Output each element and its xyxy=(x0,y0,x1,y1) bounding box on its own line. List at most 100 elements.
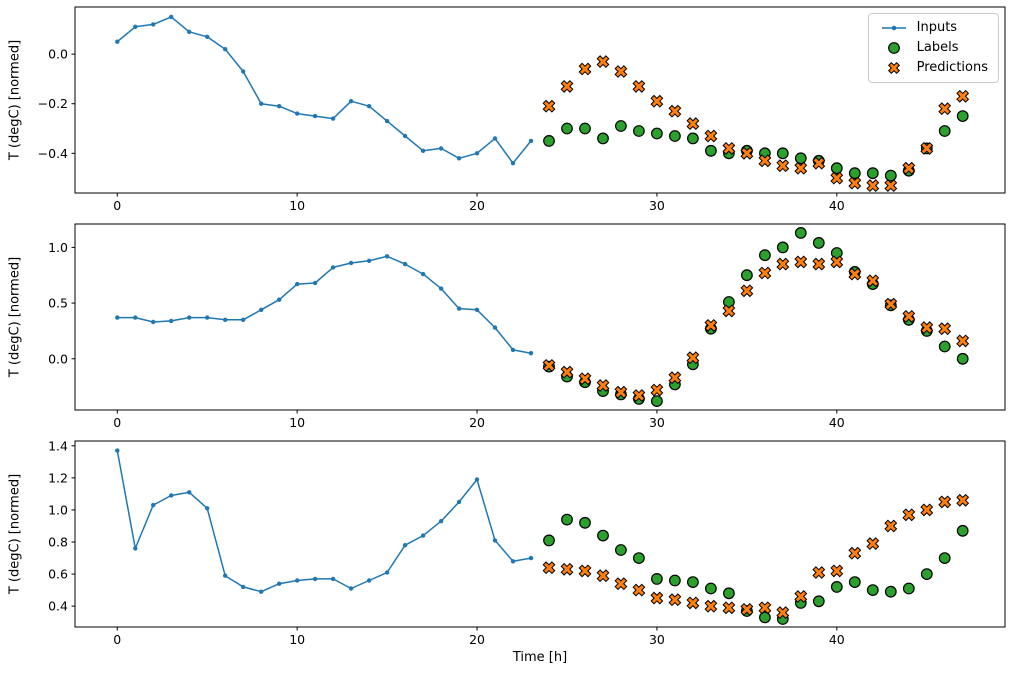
legend-label-inputs: Inputs xyxy=(916,20,958,35)
inputs-marker xyxy=(456,499,462,505)
inputs-marker xyxy=(492,325,498,330)
x-tick-label: 0 xyxy=(113,632,121,647)
y-axis-label-top: T (degC) [normed] xyxy=(7,39,23,161)
labels-marker xyxy=(597,529,609,542)
inputs-marker xyxy=(510,559,516,564)
x-tick-label: 30 xyxy=(649,415,665,430)
labels-marker xyxy=(848,576,861,588)
labels-marker xyxy=(759,249,771,262)
labels-marker xyxy=(902,582,915,595)
x-tick-label: 0 xyxy=(113,415,121,430)
inputs-marker xyxy=(438,519,444,524)
predictions-marker xyxy=(884,297,898,311)
inputs-marker xyxy=(384,118,390,124)
y-tick-label: 0.0 xyxy=(48,351,68,366)
predictions-marker xyxy=(758,154,772,168)
predictions-marker xyxy=(884,519,898,533)
predictions-x-glyph xyxy=(887,61,900,75)
predictions-marker xyxy=(884,179,898,193)
predictions-marker xyxy=(542,99,556,113)
predictions-marker xyxy=(794,590,808,603)
inputs-marker xyxy=(205,506,210,511)
inputs-marker xyxy=(348,586,354,591)
predictions-marker xyxy=(704,318,718,332)
inputs-marker xyxy=(366,258,372,263)
labels-marker xyxy=(705,582,717,595)
x-tick-label: 10 xyxy=(289,632,305,647)
labels-marker xyxy=(776,241,789,254)
inputs-line xyxy=(117,255,532,354)
predictions-marker xyxy=(560,562,574,576)
x-tick-label: 10 xyxy=(289,415,305,430)
inputs-marker xyxy=(223,573,228,578)
predictions-marker xyxy=(686,351,700,365)
predictions-marker xyxy=(920,141,934,155)
predictions-marker xyxy=(740,284,754,298)
predictions-marker xyxy=(938,322,952,336)
legend-item-inputs: Inputs xyxy=(879,21,988,35)
inputs-marker xyxy=(330,116,336,121)
labels-marker xyxy=(543,534,555,547)
inputs-marker xyxy=(151,22,156,27)
predictions-marker xyxy=(722,141,736,155)
inputs-marker xyxy=(402,261,408,267)
predictions-legend-icon xyxy=(887,61,900,75)
inputs-marker xyxy=(169,14,174,20)
inputs-marker xyxy=(492,538,498,543)
labels-legend-icon xyxy=(887,42,900,54)
predictions-marker xyxy=(632,389,646,402)
inputs-marker xyxy=(169,318,174,324)
predictions-marker xyxy=(740,602,754,616)
predictions-marker xyxy=(920,503,934,517)
inputs-marker xyxy=(330,576,336,582)
predictions-marker xyxy=(776,159,790,173)
inputs-marker xyxy=(366,104,372,109)
y-tick-label: 0.5 xyxy=(48,296,68,311)
y-axis-label-bottom: T (degC) [normed] xyxy=(7,473,23,595)
inputs-marker xyxy=(187,490,192,495)
inputs-marker xyxy=(241,584,246,590)
labels-marker xyxy=(794,226,807,239)
labels-marker xyxy=(956,352,969,365)
labels-marker xyxy=(651,395,663,408)
labels-marker xyxy=(866,167,879,180)
predictions-marker xyxy=(596,379,610,392)
labels-marker xyxy=(687,576,699,588)
inputs-marker xyxy=(115,448,120,453)
predictions-marker xyxy=(848,176,862,190)
predictions-marker xyxy=(794,255,808,269)
predictions-marker xyxy=(614,577,628,591)
labels-marker xyxy=(938,125,951,137)
labels-marker xyxy=(812,595,825,608)
predictions-marker xyxy=(596,569,610,583)
predictions-marker xyxy=(848,267,862,281)
inputs-marker xyxy=(528,138,534,144)
predictions-marker xyxy=(812,257,826,271)
subplot-3: 0 10 20 30 40 0.4 0.6 0.8 1.0 1.2 1.4 xyxy=(48,438,1006,647)
inputs-marker xyxy=(330,265,336,270)
y-tick-label: −0.4 xyxy=(38,146,68,161)
labels-marker xyxy=(759,611,771,624)
predictions-marker xyxy=(830,255,844,269)
inputs-marker xyxy=(133,24,138,29)
predictions-marker xyxy=(902,309,916,323)
x-tick-label: 40 xyxy=(829,415,845,430)
predictions-marker xyxy=(740,146,754,160)
inputs-marker xyxy=(474,307,480,312)
predictions-marker xyxy=(614,65,628,78)
predictions-marker xyxy=(704,599,718,613)
y-tick-label: 1.4 xyxy=(48,438,68,453)
predictions-marker xyxy=(578,564,592,578)
predictions-marker xyxy=(830,171,844,185)
predictions-marker xyxy=(578,62,592,76)
predictions-marker xyxy=(650,591,664,605)
inputs-marker xyxy=(384,254,390,259)
x-tick-label: 20 xyxy=(469,415,485,430)
inputs-legend-icon xyxy=(881,25,906,31)
predictions-marker xyxy=(902,508,916,522)
predictions-marker xyxy=(794,161,808,175)
x-tick-label: 40 xyxy=(829,198,845,213)
y-tick-label: 0.0 xyxy=(48,47,68,62)
predictions-marker xyxy=(578,372,592,386)
